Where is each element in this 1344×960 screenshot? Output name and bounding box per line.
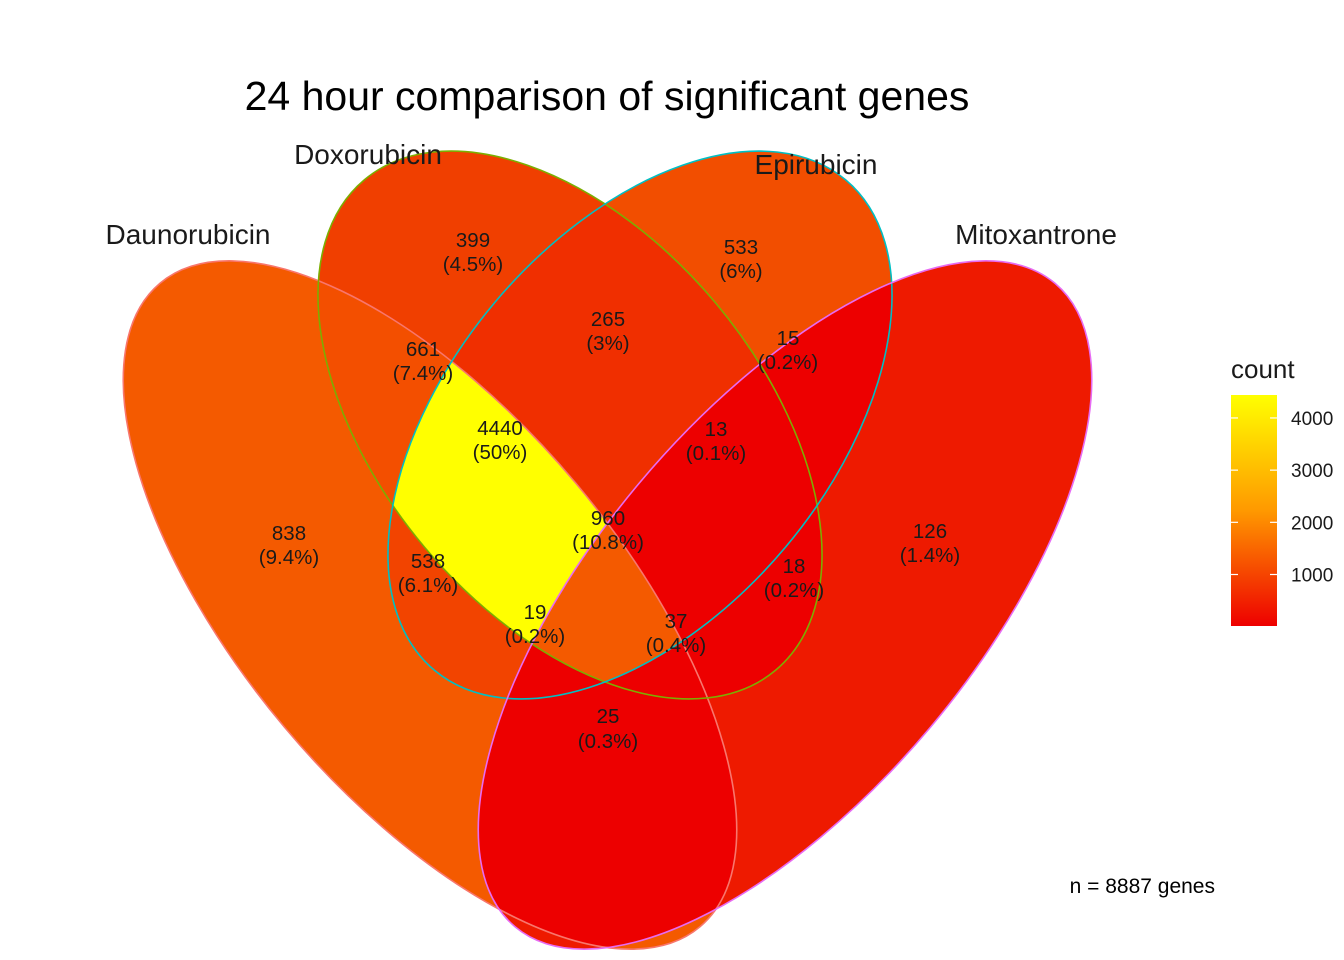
set-label-mitoxantrone: Mitoxantrone (955, 219, 1117, 250)
region-percent-dox-epi: (3%) (586, 332, 629, 355)
set-label-doxorubicin: Doxorubicin (294, 139, 442, 170)
legend-tick-label: 2000 (1291, 513, 1333, 534)
region-count-epi-mito: 15 (777, 327, 800, 350)
region-percent-epi-only: (6%) (719, 260, 762, 283)
region-percent-dau-dox: (7.4%) (393, 362, 453, 385)
region-percent-epi-mito: (0.2%) (758, 351, 818, 374)
chart-title: 24 hour comparison of significant genes (245, 73, 970, 119)
region-count-dau-epi: 538 (411, 550, 445, 573)
region-count-dau-dox: 661 (406, 338, 440, 361)
caption: n = 8887 genes (1070, 875, 1215, 898)
region-percent-dox-only: (4.5%) (443, 253, 503, 276)
set-label-daunorubicin: Daunorubicin (106, 219, 271, 250)
region-count-dau-only: 838 (272, 522, 306, 545)
region-count-dau-dox-epi: 4440 (477, 417, 523, 440)
color-legend: count 1000 2000 3000 4000 (1231, 354, 1333, 626)
legend-tick-label: 3000 (1291, 461, 1333, 482)
legend-ticks: 1000 2000 3000 4000 (1231, 409, 1333, 586)
region-count-dox-epi-mito: 13 (705, 418, 728, 441)
region-percent-dau-only: (9.4%) (259, 546, 319, 569)
region-count-dox-only: 399 (456, 229, 490, 252)
region-percent-all-four: (10.8%) (572, 531, 644, 554)
legend-tick-label: 4000 (1291, 409, 1333, 430)
region-percent-dau-dox-epi: (50%) (473, 441, 528, 464)
region-percent-dau-dox-mito: (0.4%) (646, 634, 706, 657)
region-count-dau-dox-mito: 37 (665, 610, 688, 633)
region-count-dox-epi: 265 (591, 308, 625, 331)
region-count-epi-only: 533 (724, 236, 758, 259)
region-percent-dau-mito: (0.3%) (578, 730, 638, 753)
region-percent-mito-only: (1.4%) (900, 544, 960, 567)
region-count-dau-mito: 25 (597, 705, 620, 728)
region-count-mito-only: 126 (913, 520, 947, 543)
region-labels: 838 (9.4%) 399 (4.5%) 533 (6%) 126 (1.4%… (259, 229, 960, 753)
region-count-all-four: 960 (591, 507, 625, 530)
region-count-dau-epi-mito: 19 (524, 601, 547, 624)
legend-title: count (1231, 354, 1295, 384)
region-percent-dau-epi-mito: (0.2%) (505, 625, 565, 648)
set-label-epirubicin: Epirubicin (755, 149, 878, 180)
legend-tick-label: 1000 (1291, 565, 1333, 586)
region-percent-dau-epi: (6.1%) (398, 574, 458, 597)
region-count-dox-mito: 18 (783, 555, 806, 578)
region-percent-dox-mito: (0.2%) (764, 579, 824, 602)
region-percent-dox-epi-mito: (0.1%) (686, 442, 746, 465)
legend-colorbar (1231, 395, 1277, 626)
